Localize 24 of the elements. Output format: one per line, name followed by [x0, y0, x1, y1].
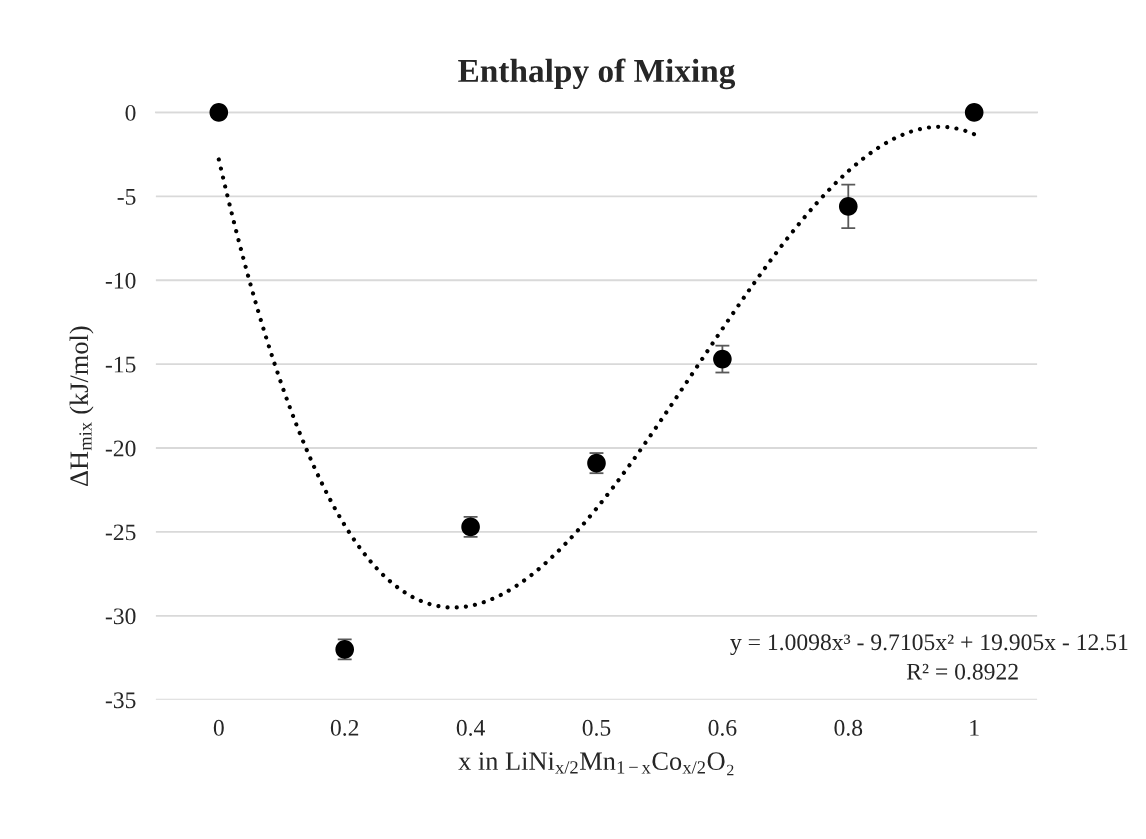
point — [713, 349, 732, 369]
x-tick-label: 0.8 — [834, 719, 863, 736]
y-tick-label: -15 — [105, 356, 136, 373]
annotation: R² = 0.8922 — [906, 663, 1018, 680]
x-tick-label: 0.6 — [708, 719, 737, 736]
y-tick-label: -20 — [105, 440, 136, 457]
y-axis-title: ΔH$_{mix}$ (kJ/mol) — [69, 326, 94, 486]
y-tick-label: -10 — [105, 272, 136, 289]
annotation: y = 1.0098x³ - 9.7105x² + 19.905x - 12.51 — [730, 634, 1128, 656]
y-tick-label: -30 — [105, 608, 136, 625]
point — [964, 103, 984, 122]
x-tick-label: 0.5 — [582, 719, 611, 736]
y-tick-label: -35 — [105, 692, 136, 709]
y-tick-label: 0 — [125, 104, 136, 121]
y-tick-label: -5 — [117, 189, 136, 205]
x-axis-title: x in LiNi$_{x/2}$Mn$_{1−x}$Co$_{x/2}$O₂ — [458, 752, 734, 776]
x-tick-label: 0 — [213, 719, 224, 736]
point — [838, 197, 858, 216]
point — [209, 103, 229, 122]
chart-title: Enthalpy of Mixing — [458, 58, 736, 90]
x-tick-label: 0.2 — [330, 719, 359, 736]
x-tick-label: 1 — [970, 719, 979, 736]
x-tick-label: 0.4 — [456, 719, 485, 736]
y-tick-label: -25 — [105, 524, 136, 541]
